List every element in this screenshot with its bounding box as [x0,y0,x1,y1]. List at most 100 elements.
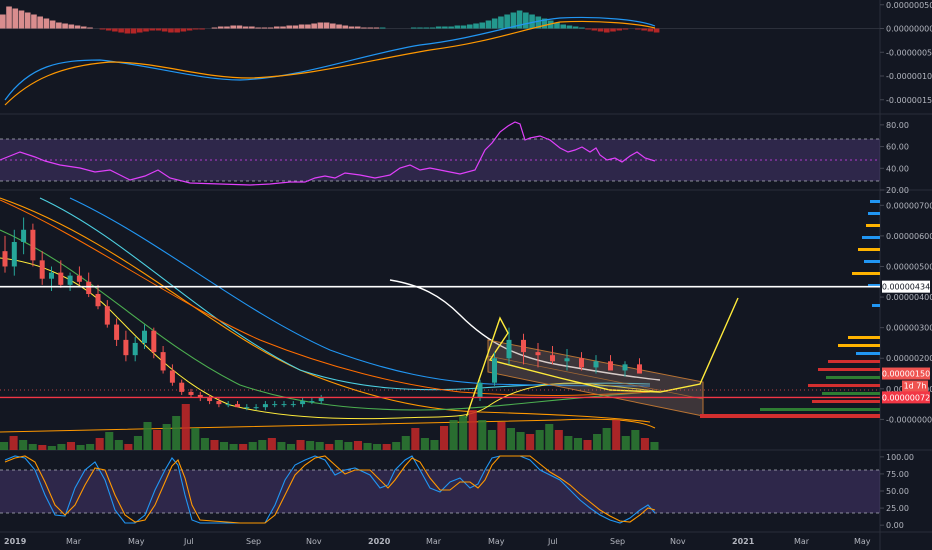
volume-bar [105,432,114,450]
volume-bar [315,442,324,450]
volume-bar [239,444,248,450]
time-axis-label: Sep [610,537,625,546]
macd-histogram-bar [529,14,535,29]
macd-histogram-bar [410,27,417,29]
macd-histogram-bar [597,28,604,32]
time-axis-label: 2021 [732,537,755,546]
price-candle-body [207,398,213,402]
volume-bar [373,444,382,450]
volume-bar [344,442,353,450]
volume-bar [181,404,190,450]
macd-histogram-bar [336,24,342,29]
macd-histogram-bar [591,28,598,31]
price-candle-body [535,352,541,356]
time-axis-label: May [854,537,871,546]
macd-histogram-bar [579,27,585,29]
macd-histogram-bar [236,25,243,29]
macd-histogram-bar [186,28,193,31]
volume-bar [526,434,535,450]
volume-bar [593,434,602,450]
volume-bar [440,426,449,450]
volume-bar [497,422,506,450]
macd-histogram-bar [342,25,349,29]
time-axis-label: Mar [794,537,810,546]
volume-bar [612,420,621,450]
macd-histogram-bar [491,18,498,29]
volume-bar [133,436,142,450]
rsi-y-tick-label: 20.00 [886,186,909,195]
volume-bar [267,438,276,450]
price-candle-body [104,306,110,325]
volume-bar [459,416,468,450]
price-candle-body [477,382,483,398]
macd-histogram-bar [653,28,660,33]
time-axis-label: Nov [670,537,686,546]
price-candle-body [11,242,17,267]
volume-bar [583,440,592,450]
macd-histogram-bar [261,27,268,29]
macd-histogram-bar [112,28,118,32]
macd-histogram-bar [180,28,187,32]
macd-histogram-bar [273,26,280,29]
macd-histogram-bar [473,23,479,29]
time-axis-label: May [488,537,505,546]
price-candle-body [76,275,82,282]
price-candle-body [253,407,259,409]
macd-histogram-bar [255,27,261,29]
volume-bar [631,430,640,450]
volume-bar [47,446,56,450]
rsi-y-tick-label: 40.00 [886,164,909,173]
macd-histogram-bar [99,28,106,30]
volume-bar [143,422,152,450]
macd-histogram-bar [12,8,19,29]
macd-histogram-bar [6,6,12,29]
macd-histogram-bar [417,27,423,29]
macd-histogram-bar [361,27,367,29]
price-candle-body [49,272,54,279]
macd-histogram-bar [292,25,299,29]
stoch-rsi-panel [0,455,880,524]
price-candle-body [564,358,570,362]
macd-histogram-bar [149,28,156,31]
volume-bar [545,424,554,450]
macd-histogram-bar [0,14,6,29]
volume-bar [191,428,200,450]
macd-histogram-bar [155,28,162,31]
price-candle-body [506,339,512,359]
ma-orange-lower-curve [0,197,651,423]
macd-histogram-bar [485,20,492,29]
macd-histogram-bar [37,16,43,29]
projection-path [465,297,739,419]
price-candle-body [160,352,166,371]
time-axis-label: 2019 [4,537,27,546]
macd-y-tick-label: -0.00000150 [886,96,932,105]
price-candle-body [58,272,64,285]
ma-orange-upper-curve [0,199,651,396]
price-candle-body [521,339,526,353]
macd-histogram-bar [18,10,25,29]
volume-bar [114,440,123,450]
price-candle-body [21,229,27,242]
last-price-badge [882,367,930,380]
price-candle-body [123,339,129,356]
price-candle-body [169,370,175,383]
macd-histogram-bar [554,22,560,29]
macd-histogram-bar [560,24,567,29]
macd-histogram-bar [280,26,286,29]
time-axis-label: Jul [183,537,194,546]
macd-histogram-bar [118,28,124,33]
macd-histogram-bar [193,28,199,30]
price-candle-body [309,401,315,403]
volume-bar [9,436,18,450]
macd-histogram-bar [161,28,168,32]
time-axis-label: May [128,537,145,546]
volume-bar [478,420,487,450]
volume-bar [430,440,439,450]
rsi-y-tick-label: 60.00 [886,143,909,152]
macd-histogram-bar [572,26,579,29]
macd-histogram-bar [298,24,305,29]
time-axis-label: Nov [306,537,322,546]
macd-histogram-bar [641,28,647,31]
